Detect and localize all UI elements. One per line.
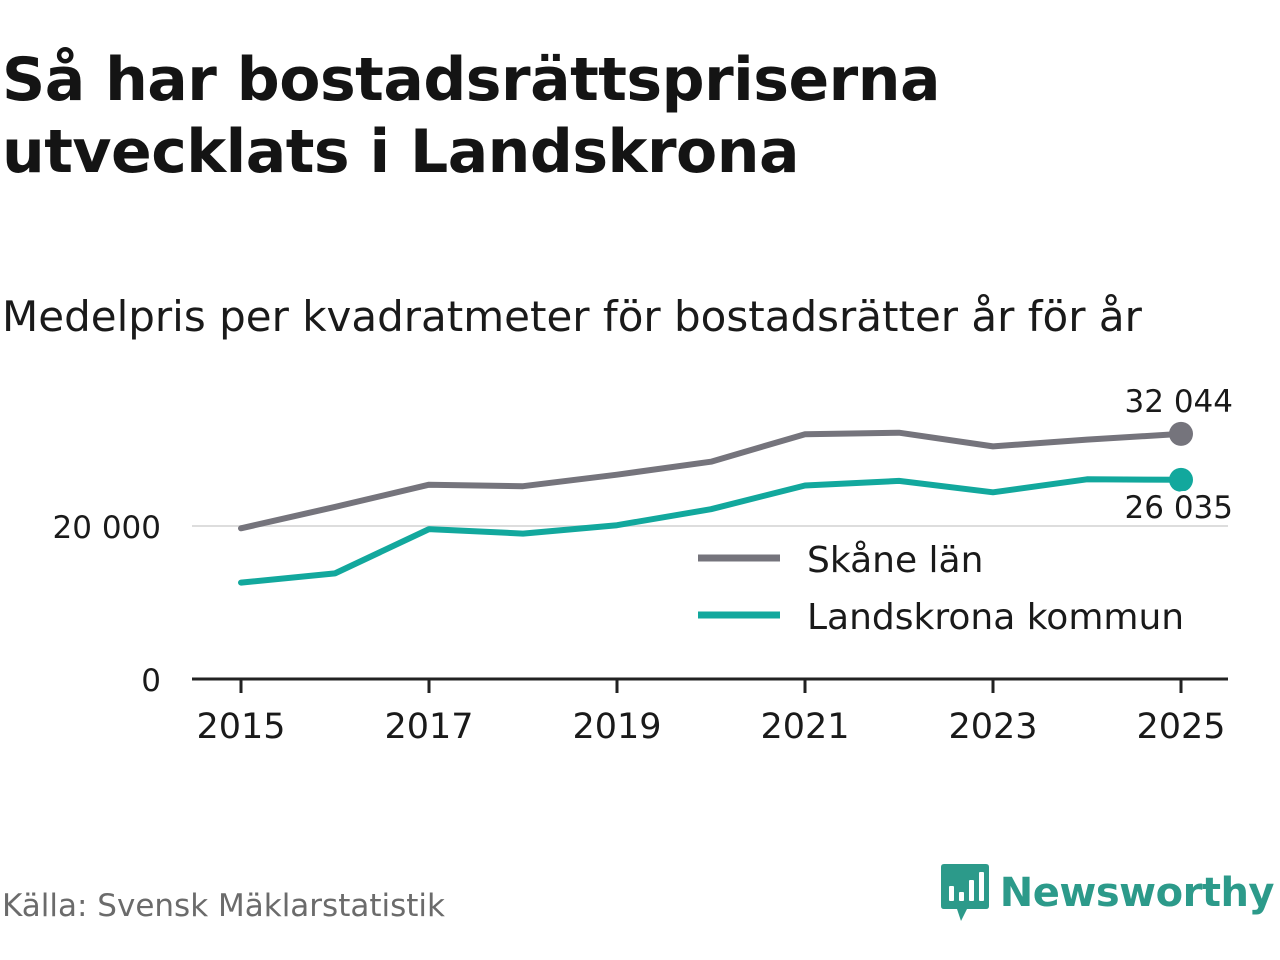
end-label-halo-skane: 32 044 xyxy=(1125,384,1233,420)
x-tick-label: 2021 xyxy=(760,707,849,747)
x-tick-label: 2019 xyxy=(572,707,661,747)
brand-name: Newsworthy xyxy=(999,870,1275,916)
chart-subtitle: Medelpris per kvadratmeter för bostadsrä… xyxy=(2,292,1142,341)
axes: 0 20 000 2015 2017 2019 2021 2023 2025 xyxy=(53,510,1228,747)
end-label-skane: 32 044 xyxy=(1125,384,1233,420)
legend: Skåne län Landskrona kommun xyxy=(684,530,1200,638)
newsworthy-logo-icon xyxy=(940,864,989,921)
y-tick-label: 0 xyxy=(141,663,161,699)
end-label-landskrona: 26 035 xyxy=(1125,490,1233,526)
y-tick-label: 20 000 xyxy=(53,510,161,546)
series-line-skane xyxy=(238,429,1184,532)
brand-logo[interactable]: Newsworthy xyxy=(940,862,1275,924)
end-label-halo-landskrona: 26 035 xyxy=(1125,490,1233,526)
x-tick-label: 2017 xyxy=(384,707,473,747)
x-tick-label: 2015 xyxy=(196,707,285,747)
legend-label-skane: Skåne län xyxy=(807,540,983,581)
x-tick-label: 2023 xyxy=(948,707,1037,747)
legend-label-landskrona: Landskrona kommun xyxy=(807,597,1184,638)
legend-background xyxy=(684,530,1200,638)
x-tick-label: 2025 xyxy=(1136,707,1225,747)
series-lines xyxy=(238,429,1184,586)
end-point-marker-skane xyxy=(1169,421,1193,446)
source-note: Källa: Svensk Mäklarstatistik xyxy=(2,888,445,924)
chart-title: Så har bostadsrättspriserna utvecklats i… xyxy=(2,45,940,187)
end-point-marker-landskrona xyxy=(1169,467,1193,492)
series-line-landskrona xyxy=(238,476,1184,586)
